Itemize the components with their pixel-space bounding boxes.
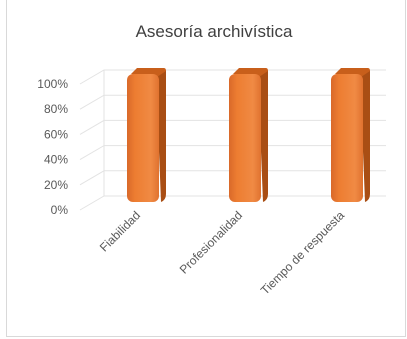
y-tick-label: 40%: [44, 153, 68, 167]
x-tick-label: Tiempo de respuesta: [258, 208, 348, 298]
x-tick-label: Profesionalidad: [177, 208, 245, 276]
y-axis-ticks: 0% 20% 40% 60% 80% 100%: [37, 77, 68, 217]
x-axis-ticks: Fiabilidad Profesionalidad Tiempo de respu…: [97, 208, 347, 298]
y-tick-label: 20%: [44, 178, 68, 192]
x-tick-label: Fiabilidad: [97, 208, 143, 254]
y-tick-label: 0%: [51, 203, 69, 217]
bar-front: [127, 74, 159, 202]
bar: [229, 68, 268, 202]
y-tick-label: 60%: [44, 127, 68, 141]
gridlines: [79, 69, 386, 211]
y-tick-label: 100%: [37, 77, 68, 91]
bar: [331, 68, 370, 202]
bars: [127, 68, 370, 202]
chart-title: Asesoría archivística: [136, 22, 293, 41]
bar-front: [229, 74, 261, 202]
bar-front: [331, 74, 363, 202]
y-tick-label: 80%: [44, 102, 68, 116]
bar: [127, 68, 166, 202]
